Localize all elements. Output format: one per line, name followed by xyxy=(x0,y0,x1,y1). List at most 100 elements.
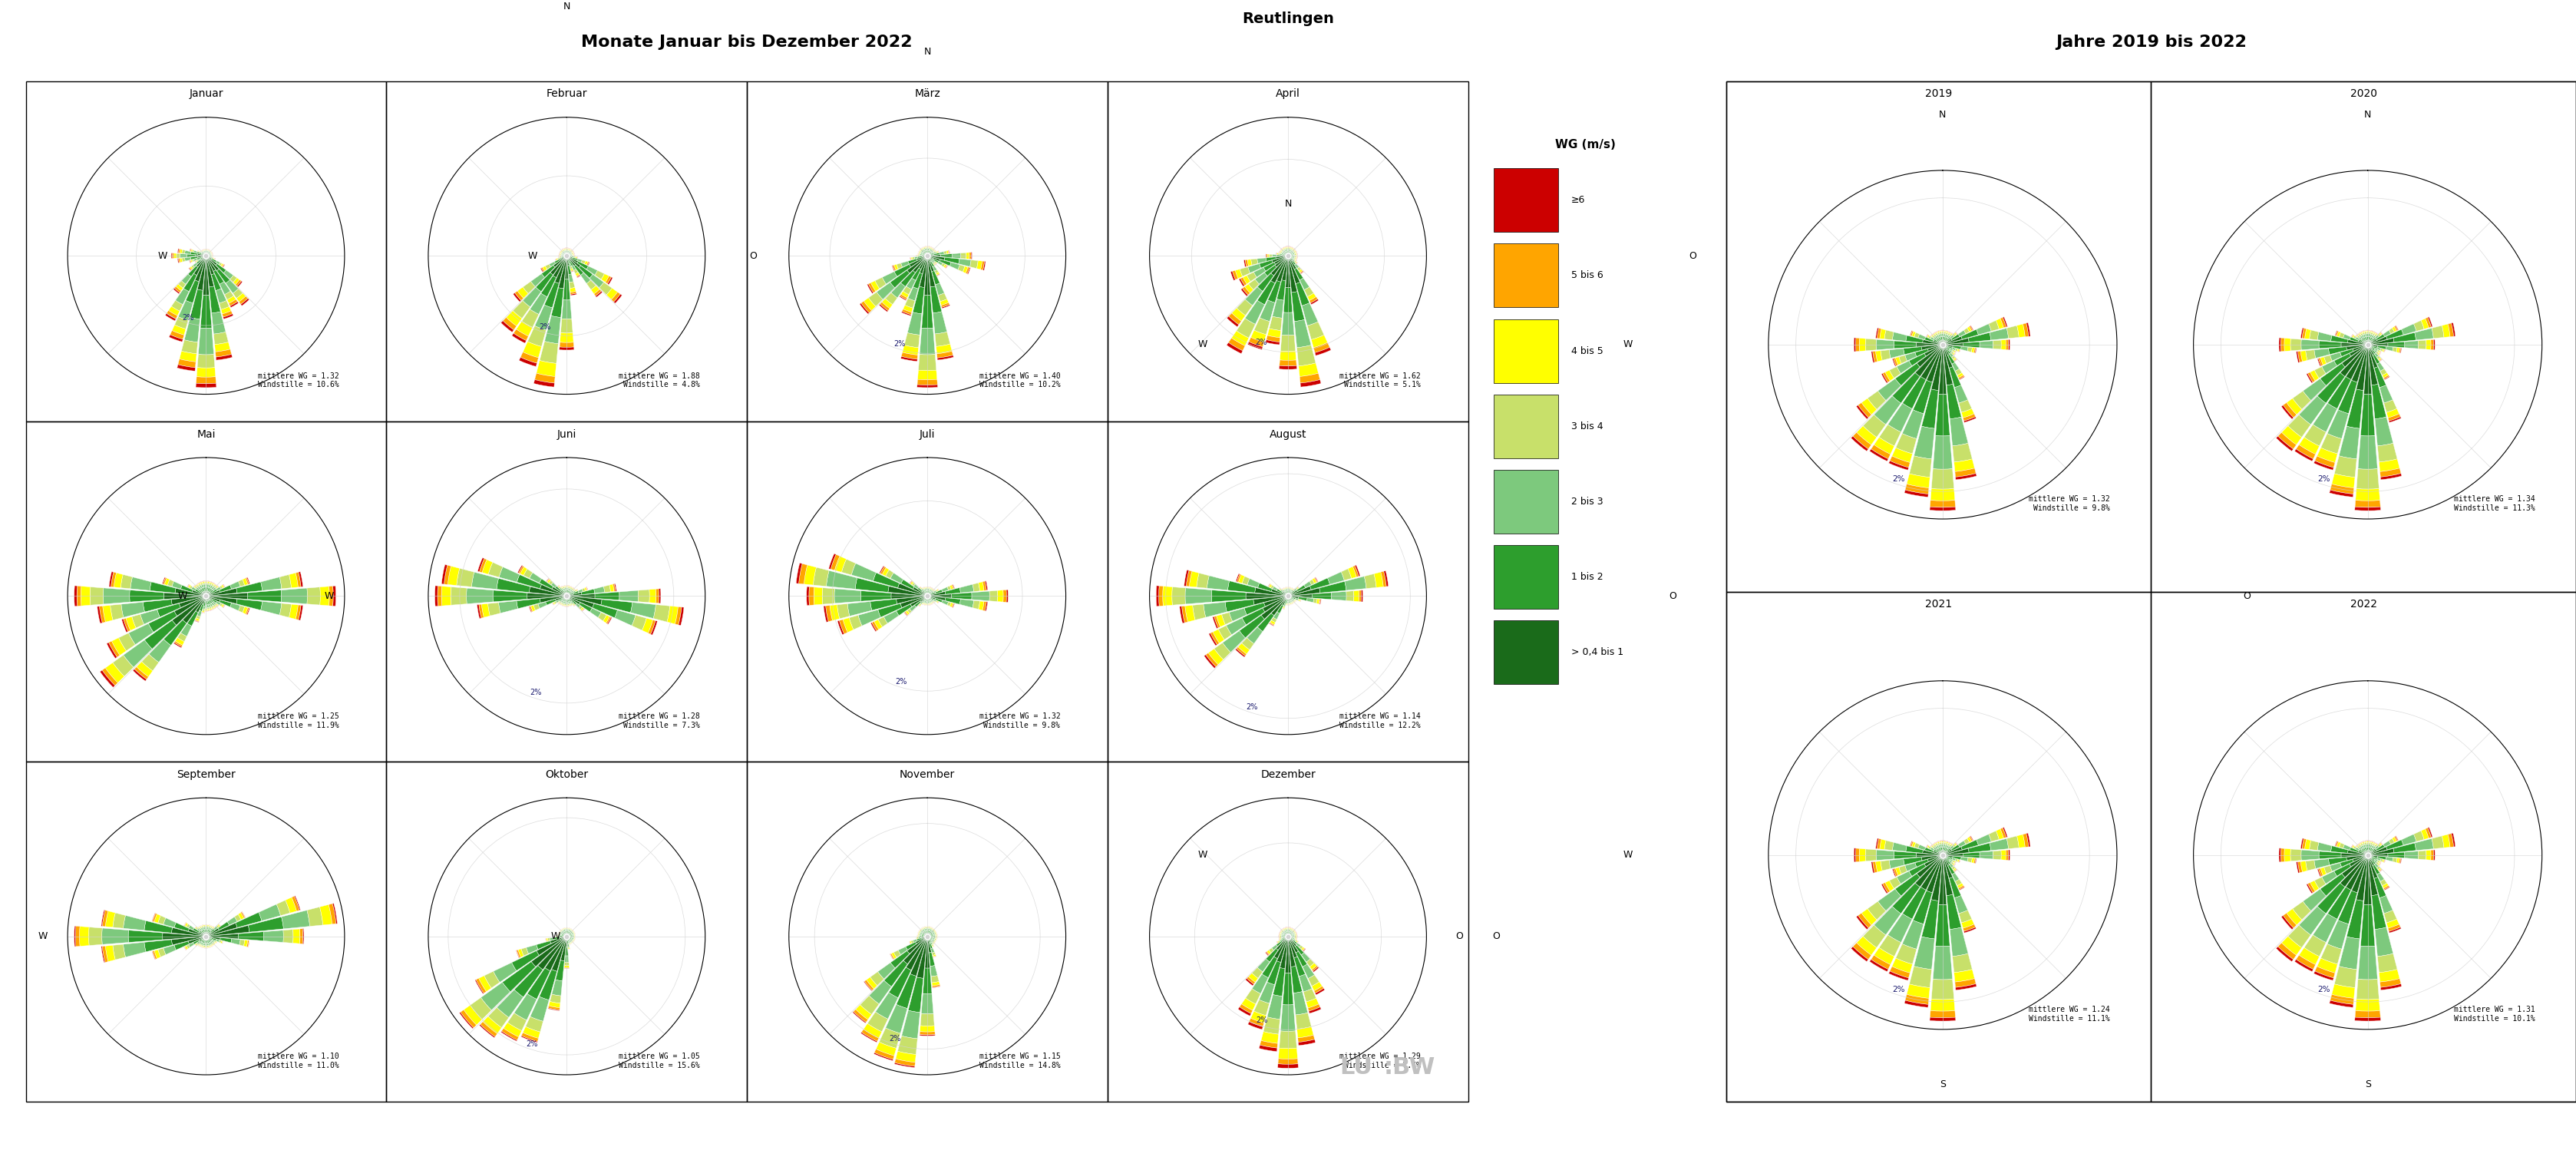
Bar xyxy=(1311,593,1332,600)
Bar xyxy=(1242,998,1255,1010)
Bar xyxy=(1298,269,1303,273)
Bar xyxy=(201,255,206,260)
Bar xyxy=(191,266,196,269)
Bar xyxy=(1937,851,1942,855)
Bar xyxy=(572,258,577,260)
Bar xyxy=(196,621,198,623)
Bar xyxy=(2298,351,2303,362)
Bar xyxy=(654,604,670,622)
Bar xyxy=(549,580,554,585)
Bar xyxy=(296,572,301,587)
Bar xyxy=(206,933,209,936)
Bar xyxy=(1953,334,1955,336)
Bar xyxy=(595,270,605,280)
Bar xyxy=(513,329,528,341)
Bar xyxy=(196,255,206,256)
Bar xyxy=(891,952,896,959)
Bar xyxy=(2380,984,2401,991)
Bar xyxy=(206,255,209,258)
Bar xyxy=(1283,937,1285,940)
Bar xyxy=(247,590,281,602)
Bar xyxy=(1870,955,1891,970)
Bar xyxy=(1942,855,1950,865)
Bar xyxy=(2378,356,2380,360)
Text: O: O xyxy=(1401,592,1409,601)
Bar xyxy=(868,284,873,293)
Bar xyxy=(191,587,196,590)
Bar xyxy=(2401,324,2416,335)
Bar xyxy=(2375,334,2385,340)
Bar xyxy=(814,567,829,586)
Bar xyxy=(574,269,577,274)
Text: 2021: 2021 xyxy=(1924,599,1953,610)
Text: LU: LU xyxy=(1340,1057,1373,1079)
Bar xyxy=(209,599,214,602)
Bar xyxy=(899,296,907,300)
Bar xyxy=(927,255,933,260)
Bar xyxy=(162,933,206,940)
Bar xyxy=(907,287,917,300)
Bar xyxy=(245,608,250,615)
Bar xyxy=(2306,861,2316,871)
Bar xyxy=(2324,865,2331,873)
Bar xyxy=(564,596,567,599)
Bar xyxy=(2403,851,2419,860)
Bar xyxy=(2393,347,2398,353)
Bar xyxy=(162,578,165,585)
Bar xyxy=(201,254,206,255)
Bar xyxy=(827,571,858,589)
Bar xyxy=(2375,863,2378,868)
Bar xyxy=(1955,369,1963,376)
Bar xyxy=(925,255,930,296)
Bar xyxy=(1247,263,1260,273)
Bar xyxy=(914,936,927,944)
Bar xyxy=(216,289,227,303)
Text: N: N xyxy=(564,1,569,12)
Bar xyxy=(917,587,922,593)
Bar xyxy=(564,255,567,258)
Bar xyxy=(1296,263,1298,268)
Bar xyxy=(1855,338,1860,351)
Bar xyxy=(1288,936,1291,938)
Bar xyxy=(1213,616,1221,628)
Bar xyxy=(1267,960,1280,985)
Bar xyxy=(188,267,193,270)
Bar xyxy=(1955,469,1976,477)
Bar xyxy=(595,289,600,296)
Bar xyxy=(835,589,860,603)
Bar xyxy=(1958,375,1965,379)
Bar xyxy=(549,937,554,941)
Bar xyxy=(1857,915,1868,929)
Bar xyxy=(1273,299,1283,318)
Bar xyxy=(1270,622,1275,625)
Bar xyxy=(2354,488,2380,501)
Bar xyxy=(1231,309,1244,321)
Bar xyxy=(608,617,613,624)
Bar xyxy=(1332,592,1347,601)
Bar xyxy=(569,274,574,282)
Bar xyxy=(165,578,170,586)
Bar xyxy=(572,266,577,270)
Bar xyxy=(1229,608,1247,622)
Bar xyxy=(167,580,173,587)
Bar xyxy=(219,600,232,607)
Bar xyxy=(523,341,541,357)
Bar xyxy=(1857,405,1868,419)
Bar xyxy=(2300,839,2303,849)
Bar xyxy=(2295,351,2300,363)
Bar xyxy=(1960,347,1968,351)
Bar xyxy=(2321,873,2344,896)
Text: S: S xyxy=(2365,1080,2370,1089)
Bar xyxy=(2349,336,2360,342)
Bar xyxy=(2388,342,2406,348)
Bar xyxy=(1252,331,1267,342)
Bar xyxy=(904,612,907,616)
Bar xyxy=(1942,345,1947,347)
Bar xyxy=(1904,347,1922,355)
Bar xyxy=(245,578,250,585)
Bar xyxy=(198,610,201,617)
Bar xyxy=(196,258,201,260)
Bar xyxy=(1958,400,1971,413)
Bar xyxy=(2380,369,2388,376)
Bar xyxy=(569,263,572,267)
